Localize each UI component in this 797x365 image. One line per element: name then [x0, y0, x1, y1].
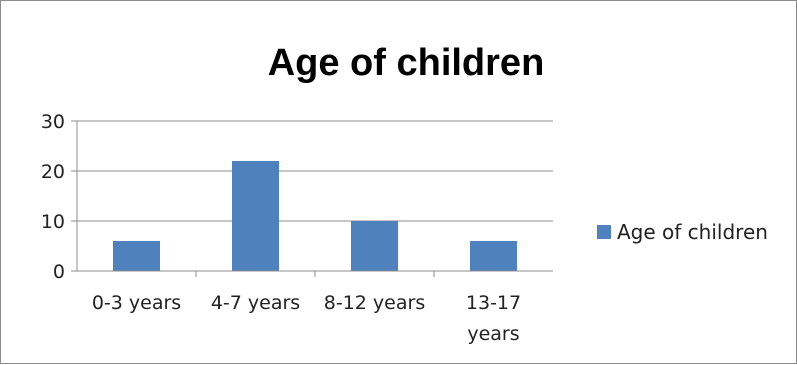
category-label: years [467, 323, 519, 345]
bar [351, 221, 398, 271]
bars [113, 161, 517, 271]
category-label: 13-17 [466, 292, 521, 314]
category-label: 8-12 years [324, 292, 425, 314]
axes [76, 121, 553, 277]
legend: Age of children [597, 220, 768, 244]
bar [232, 161, 279, 271]
y-axis-ticks: 0 10 20 30 [41, 111, 77, 283]
y-tick-label: 0 [53, 261, 65, 283]
x-axis-categories: 0-3 years 4-7 years 8-12 years 13-17 years [92, 292, 521, 345]
legend-swatch [597, 225, 611, 239]
grid-lines [77, 120, 553, 222]
bar [470, 241, 517, 271]
y-tick-label: 10 [41, 211, 65, 233]
category-label: 4-7 years [211, 292, 300, 314]
category-label: 0-3 years [92, 292, 181, 314]
legend-label: Age of children [617, 220, 768, 244]
bar [113, 241, 160, 271]
chart-title: Age of children [268, 42, 545, 84]
y-tick-label: 30 [41, 111, 65, 133]
y-tick-label: 20 [41, 161, 65, 183]
